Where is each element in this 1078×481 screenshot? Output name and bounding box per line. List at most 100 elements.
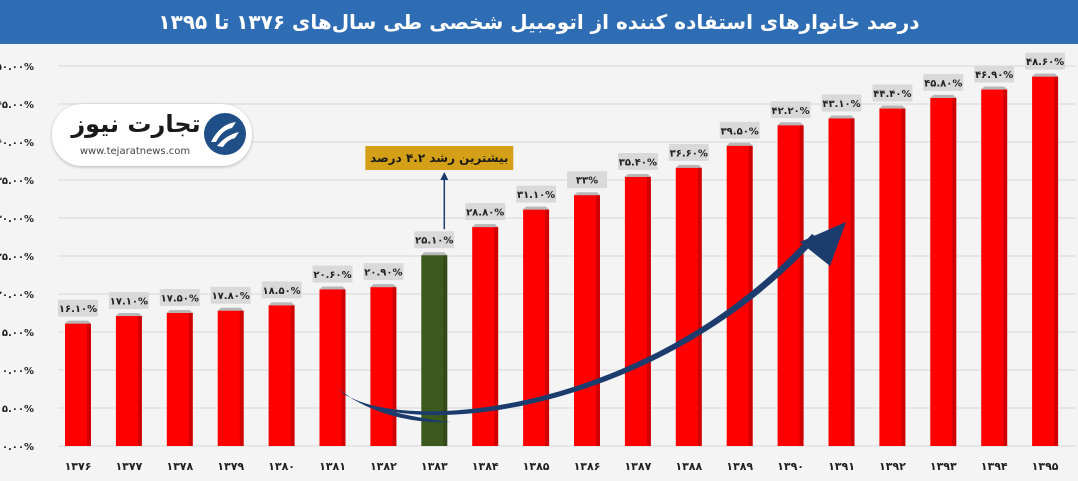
bar bbox=[930, 97, 957, 447]
data-label-box bbox=[617, 152, 658, 170]
data-label: ۴۶.۹۰% bbox=[975, 70, 1013, 81]
x-tick-label: ۱۳۸۵ bbox=[523, 460, 550, 473]
annotation-text: بیشترین رشد ۴.۲ درصد bbox=[370, 151, 508, 165]
bar-shade bbox=[799, 125, 804, 446]
y-tick-label: ۱۵.۰۰% bbox=[0, 328, 34, 339]
data-label: ۳۵.۴۰% bbox=[619, 157, 657, 168]
bar-shade bbox=[901, 108, 906, 446]
annotation-arrow-head bbox=[440, 172, 449, 180]
bar-shade bbox=[697, 167, 702, 446]
bar-cap bbox=[472, 224, 499, 228]
data-label: ۴۴.۴۰% bbox=[873, 89, 911, 100]
data-label-box bbox=[567, 171, 607, 189]
data-label: ۲۵.۱۰% bbox=[415, 236, 453, 247]
bar-cap bbox=[421, 252, 448, 256]
data-label: ۳۹.۵۰% bbox=[721, 126, 759, 137]
data-label: ۴۲.۲۰% bbox=[771, 106, 809, 117]
bar-shade bbox=[1054, 76, 1059, 446]
x-tick-label: ۱۳۸۷ bbox=[624, 460, 651, 473]
bar-shade bbox=[341, 289, 346, 446]
bar-chart: ۰.۰۰% ۵.۰۰% ۱۰.۰۰% ۱۵.۰۰% ۲۰.۰۰% ۲۵.۰۰% ۳۰.۰۰%… bbox=[0, 52, 1076, 473]
brand-logo: تجارت نیوز www.tejaratnews.com bbox=[52, 104, 252, 166]
x-tick-label: ۱۳۸۶ bbox=[574, 460, 601, 473]
data-label-box bbox=[210, 286, 251, 304]
x-tick-label: ۱۳۹۳ bbox=[930, 460, 957, 473]
data-label-box bbox=[719, 121, 760, 139]
data-label: ۳۳% bbox=[576, 176, 598, 187]
x-tick-label: ۱۳۷۹ bbox=[217, 460, 244, 473]
data-label-box bbox=[974, 65, 1015, 83]
logo-website: www.tejaratnews.com bbox=[79, 146, 191, 157]
trend-arrow-head bbox=[800, 222, 846, 266]
bar-cap bbox=[930, 94, 957, 98]
data-label-box bbox=[312, 265, 353, 283]
data-label: ۴۵.۸۰% bbox=[924, 78, 962, 89]
y-tick-label: ۴۰.۰۰% bbox=[0, 138, 34, 149]
bar-shade bbox=[392, 287, 397, 446]
data-label: ۱۶.۱۰% bbox=[59, 304, 97, 315]
bar bbox=[523, 209, 550, 446]
data-label-box bbox=[770, 101, 811, 119]
bar bbox=[981, 89, 1008, 446]
bar-cap bbox=[726, 142, 753, 146]
x-tick-label: ۱۳۹۰ bbox=[777, 460, 804, 473]
chart-title-bar: درصد خانوارهای استفاده کننده از اتومبیل … bbox=[0, 0, 1078, 44]
bar bbox=[217, 310, 244, 446]
bar bbox=[777, 125, 804, 446]
bar-shade bbox=[646, 176, 651, 446]
bar bbox=[1032, 76, 1059, 446]
y-tick-label: ۴۵.۰۰% bbox=[0, 100, 34, 111]
data-label: ۴۳.۱۰% bbox=[822, 99, 860, 110]
x-tick-label: ۱۳۸۰ bbox=[268, 460, 295, 473]
y-tick-label: ۵.۰۰% bbox=[2, 404, 34, 415]
data-label-box bbox=[668, 143, 709, 161]
y-tick-label: ۲۰.۰۰% bbox=[0, 290, 34, 301]
bar-shade bbox=[1003, 89, 1008, 446]
bar bbox=[370, 287, 397, 446]
data-label-box bbox=[261, 281, 302, 299]
data-label: ۲۸.۸۰% bbox=[466, 208, 504, 219]
x-tick-label: ۱۳۸۴ bbox=[472, 460, 499, 473]
data-label: ۱۷.۱۰% bbox=[110, 297, 148, 308]
bar-cap bbox=[217, 307, 244, 311]
data-label-box bbox=[159, 289, 200, 306]
data-label: ۱۸.۵۰% bbox=[262, 286, 300, 297]
y-tick-label: ۰.۰۰% bbox=[2, 442, 34, 453]
data-label-box bbox=[465, 203, 506, 221]
x-tick-label: ۱۳۸۸ bbox=[675, 460, 702, 473]
bar bbox=[879, 108, 906, 446]
trend-arrow-tail bbox=[338, 388, 450, 423]
arrow-swoosh-icon bbox=[204, 113, 246, 155]
bar-cap bbox=[115, 313, 142, 317]
x-tick-label: ۱۳۷۸ bbox=[166, 460, 193, 473]
x-tick-label: ۱۳۸۱ bbox=[319, 460, 346, 473]
bar-cap bbox=[166, 310, 193, 313]
bar-cap bbox=[879, 105, 906, 109]
x-tick-label: ۱۳۹۴ bbox=[981, 460, 1008, 473]
data-label: ۲۰.۹۰% bbox=[364, 268, 402, 279]
y-tick-label: ۳۰.۰۰% bbox=[0, 214, 34, 225]
x-tick-label: ۱۳۹۲ bbox=[879, 460, 906, 473]
x-tick-label: ۱۳۷۶ bbox=[65, 460, 92, 473]
y-tick-label: ۳۵.۰۰% bbox=[0, 176, 34, 187]
x-tick-label: ۱۳۸۲ bbox=[370, 460, 397, 473]
logo-brand-name: تجارت نیوز bbox=[71, 110, 201, 138]
data-label: ۳۱.۱۰% bbox=[517, 190, 555, 201]
bar-cap bbox=[828, 115, 855, 119]
data-label-box bbox=[872, 84, 913, 102]
bar-shade bbox=[290, 305, 295, 446]
data-label-box bbox=[1025, 52, 1066, 70]
data-label: ۴۸.۶۰% bbox=[1026, 57, 1064, 68]
data-label-box bbox=[414, 231, 455, 249]
bar-cap bbox=[319, 286, 346, 290]
bar bbox=[675, 167, 702, 446]
data-label-box bbox=[516, 185, 557, 203]
bar-shade bbox=[137, 316, 142, 446]
x-tick-label: ۱۳۹۵ bbox=[1032, 460, 1059, 473]
bar-cap bbox=[981, 86, 1008, 90]
bar bbox=[115, 316, 142, 446]
bar-cap bbox=[65, 320, 91, 324]
data-label-box bbox=[923, 73, 964, 91]
x-tick-label: ۱۳۹۱ bbox=[828, 460, 855, 473]
bar bbox=[166, 313, 193, 446]
